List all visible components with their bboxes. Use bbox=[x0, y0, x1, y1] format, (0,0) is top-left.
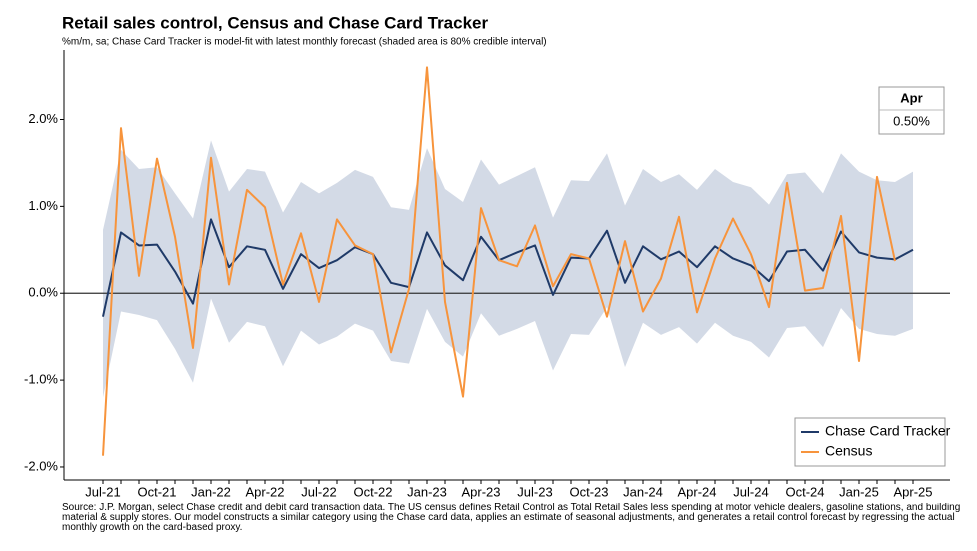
x-tick-label: Apr-23 bbox=[461, 484, 500, 499]
y-tick-label: 2.0% bbox=[28, 111, 58, 126]
x-tick-label: Jul-22 bbox=[301, 484, 336, 499]
annotation: Apr 0.50% bbox=[878, 86, 945, 135]
annotation-title: Apr bbox=[900, 90, 922, 105]
x-tick-label: Apr-25 bbox=[893, 484, 932, 499]
chart-title: Retail sales control, Census and Chase C… bbox=[62, 13, 488, 32]
series-line bbox=[102, 218, 914, 317]
x-tick-label: Oct-24 bbox=[785, 484, 824, 499]
x-tick-label: Apr-22 bbox=[245, 484, 284, 499]
chart-subtitle: %m/m, sa; Chase Card Tracker is model-fi… bbox=[62, 37, 547, 48]
source-box: Source: J.P. Morgan, select Chase credit… bbox=[62, 503, 961, 533]
legend-label: Census bbox=[825, 443, 872, 459]
x-tick-label: Jan-25 bbox=[839, 484, 879, 499]
x-tick-label: Jan-22 bbox=[191, 484, 231, 499]
x-tick-label: Jan-23 bbox=[407, 484, 447, 499]
x-tick-label: Jul-23 bbox=[517, 484, 552, 499]
series-line bbox=[102, 66, 896, 456]
x-tick-label: Oct-21 bbox=[137, 484, 176, 499]
credible-interval bbox=[103, 140, 913, 398]
x-tick-label: Jul-24 bbox=[733, 484, 768, 499]
legend-box bbox=[794, 417, 946, 467]
x-tick-label: Jan-24 bbox=[623, 484, 663, 499]
x-tick-label: Oct-23 bbox=[569, 484, 608, 499]
legend: Chase Card Tracker Census bbox=[794, 417, 951, 467]
y-tick-label: 0.0% bbox=[28, 285, 58, 300]
legend-label: Chase Card Tracker bbox=[825, 423, 951, 439]
annotation-value: 0.50% bbox=[893, 113, 930, 128]
x-tick-label: Apr-24 bbox=[677, 484, 716, 499]
y-tick-label: -1.0% bbox=[24, 372, 58, 387]
source-note: Source: J.P. Morgan, select Chase credit… bbox=[62, 503, 961, 533]
x-tick-label: Oct-22 bbox=[353, 484, 392, 499]
y-tick-label: -2.0% bbox=[24, 458, 58, 473]
x-tick-label: Jul-21 bbox=[85, 484, 120, 499]
y-tick-label: 1.0% bbox=[28, 198, 58, 213]
